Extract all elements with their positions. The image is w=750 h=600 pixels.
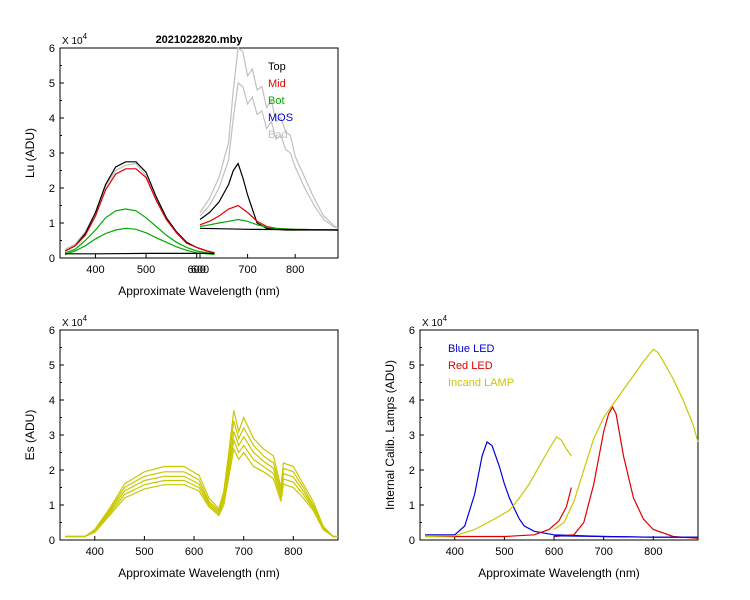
x-axis-label: Approximate Wavelength (nm) xyxy=(118,566,280,580)
series-line-incand-lamp xyxy=(424,435,572,538)
plot-frame xyxy=(59,47,339,259)
legend-item-mos: MOS xyxy=(268,112,293,124)
series-line-mos xyxy=(199,227,339,231)
series-line-bad xyxy=(199,81,339,229)
y-tick-label: 5 xyxy=(49,78,55,90)
y-axis-label: Internal Calib. Lamps (ADU) xyxy=(383,360,397,510)
scale-label: X 104 xyxy=(62,32,88,47)
series-line-top xyxy=(64,161,215,254)
y-axis-label: Es (ADU) xyxy=(23,410,37,461)
x-tick-label: 700 xyxy=(238,264,256,276)
legend-item-bad: Bad xyxy=(268,129,288,141)
legend-item-bot: Bot xyxy=(268,95,285,107)
x-tick-label: 800 xyxy=(286,264,304,276)
scale-label: X 104 xyxy=(62,314,88,329)
x-tick-label: 400 xyxy=(86,264,104,276)
x-tick-label: 700 xyxy=(594,546,612,558)
series-line-bot xyxy=(64,208,215,255)
y-tick-label: 6 xyxy=(409,325,415,337)
series-line-red-led xyxy=(553,405,699,539)
x-tick-label: 600 xyxy=(185,546,203,558)
series-line-es xyxy=(65,420,338,538)
scale-label: X 104 xyxy=(422,314,448,329)
x-tick-label: 600 xyxy=(191,264,209,276)
x-tick-label: 500 xyxy=(137,264,155,276)
series-line-es xyxy=(65,431,338,538)
y-tick-label: 3 xyxy=(49,430,55,442)
chart-title: 2021022820.mby xyxy=(156,34,244,46)
y-tick-label: 2 xyxy=(49,183,55,195)
series-line-bad xyxy=(199,46,339,229)
legend-item-top: Top xyxy=(268,61,286,73)
x-tick-label: 500 xyxy=(495,546,513,558)
plot-frame xyxy=(59,329,339,541)
y-tick-label: 0 xyxy=(49,535,55,547)
y-tick-label: 3 xyxy=(409,430,415,442)
y-tick-label: 0 xyxy=(409,535,415,547)
x-tick-label: 800 xyxy=(644,546,662,558)
series-line-bot xyxy=(199,218,339,231)
legend-item-incand-lamp: Incand LAMP xyxy=(448,377,514,389)
x-tick-label: 700 xyxy=(234,546,252,558)
legend-item-red-led: Red LED xyxy=(448,360,493,372)
series-line-mid xyxy=(64,168,215,254)
series-line-es xyxy=(65,410,338,538)
series-line-blue-led xyxy=(425,441,698,538)
series-line-incand-lamp xyxy=(553,348,699,530)
y-tick-label: 1 xyxy=(409,500,415,512)
x-tick-label: 400 xyxy=(86,546,104,558)
x-tick-label: 600 xyxy=(545,546,563,558)
series-line-es xyxy=(65,447,338,538)
y-tick-label: 1 xyxy=(49,218,55,230)
y-axis-label: Lu (ADU) xyxy=(23,128,37,178)
series-line-blue-led xyxy=(553,535,698,538)
series-line-bad xyxy=(64,162,215,254)
series-line-red-led xyxy=(425,487,572,538)
y-tick-label: 3 xyxy=(49,148,55,160)
y-tick-label: 1 xyxy=(49,500,55,512)
x-axis-label: Approximate Wavelength (nm) xyxy=(118,284,280,298)
x-axis-label: Approximate Wavelength (nm) xyxy=(478,566,640,580)
y-tick-label: 6 xyxy=(49,43,55,55)
y-tick-label: 4 xyxy=(49,395,55,407)
legend-item-blue-led: Blue LED xyxy=(448,343,495,355)
y-tick-label: 4 xyxy=(409,395,415,407)
x-tick-label: 400 xyxy=(446,546,464,558)
x-tick-label: 500 xyxy=(135,546,153,558)
y-tick-label: 6 xyxy=(49,325,55,337)
y-tick-label: 2 xyxy=(49,465,55,477)
legend-item-mid: Mid xyxy=(268,78,286,90)
y-tick-label: 2 xyxy=(409,465,415,477)
series-line-bot xyxy=(64,227,215,256)
x-tick-label: 600 xyxy=(188,264,206,276)
x-tick-label: 800 xyxy=(284,546,302,558)
series-line-es xyxy=(65,438,338,538)
y-tick-label: 5 xyxy=(49,360,55,372)
y-tick-label: 0 xyxy=(49,253,55,265)
y-tick-label: 4 xyxy=(49,113,55,125)
y-tick-label: 5 xyxy=(409,360,415,372)
